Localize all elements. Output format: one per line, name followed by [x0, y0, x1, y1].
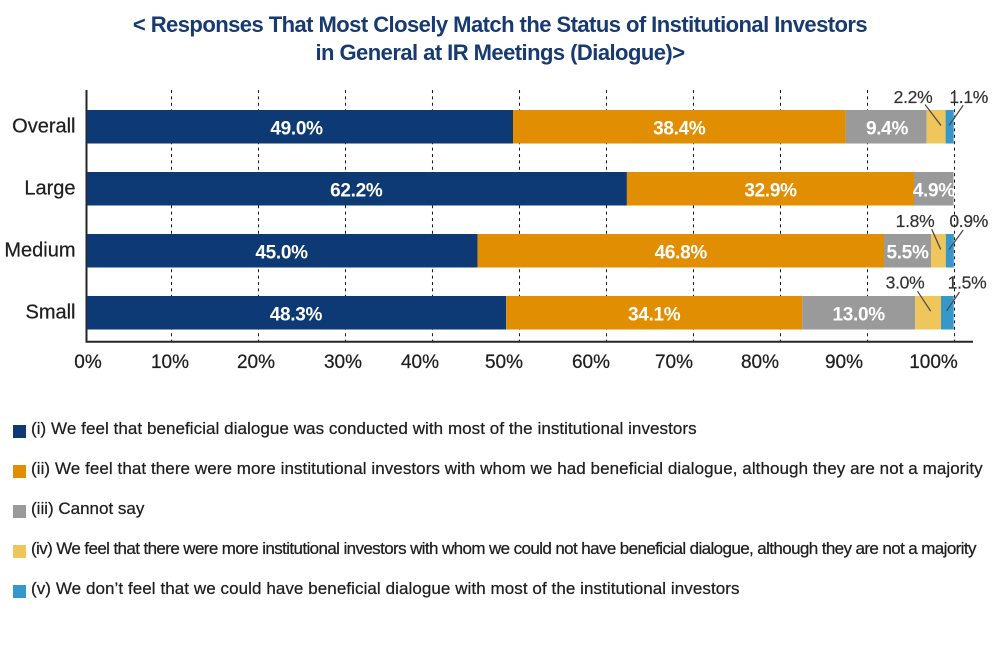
svg-text:Small: Small — [25, 301, 75, 323]
svg-text:10%: 10% — [151, 352, 189, 373]
svg-text:80%: 80% — [741, 352, 779, 373]
svg-text:1.5%: 1.5% — [948, 273, 987, 293]
svg-text:3.0%: 3.0% — [886, 273, 925, 293]
svg-text:90%: 90% — [825, 352, 863, 373]
svg-text:1.8%: 1.8% — [896, 211, 935, 231]
svg-text:34.1%: 34.1% — [628, 305, 681, 326]
svg-text:Overall: Overall — [12, 115, 75, 137]
svg-text:48.3%: 48.3% — [270, 305, 323, 326]
svg-text:49.0%: 49.0% — [270, 119, 323, 140]
svg-text:40%: 40% — [401, 352, 439, 373]
svg-text:0%: 0% — [74, 352, 102, 373]
svg-text:38.4%: 38.4% — [653, 119, 706, 140]
svg-text:Medium: Medium — [4, 239, 75, 261]
svg-text:100%: 100% — [909, 352, 958, 373]
svg-text:50%: 50% — [485, 352, 523, 373]
svg-text:9.4%: 9.4% — [866, 119, 909, 140]
svg-text:5.5%: 5.5% — [886, 243, 929, 264]
svg-text:13.0%: 13.0% — [833, 305, 886, 326]
svg-text:70%: 70% — [655, 352, 693, 373]
svg-text:46.8%: 46.8% — [655, 243, 708, 264]
svg-text:45.0%: 45.0% — [255, 243, 308, 264]
svg-text:4.9%: 4.9% — [913, 181, 956, 202]
svg-text:62.2%: 62.2% — [330, 181, 383, 202]
svg-text:32.9%: 32.9% — [744, 181, 797, 202]
svg-text:0.9%: 0.9% — [949, 211, 988, 231]
svg-text:2.2%: 2.2% — [894, 87, 933, 107]
svg-text:60%: 60% — [572, 352, 610, 373]
svg-text:20%: 20% — [237, 352, 275, 373]
svg-text:1.1%: 1.1% — [949, 87, 988, 107]
svg-text:30%: 30% — [324, 352, 362, 373]
svg-text:Large: Large — [24, 177, 75, 199]
